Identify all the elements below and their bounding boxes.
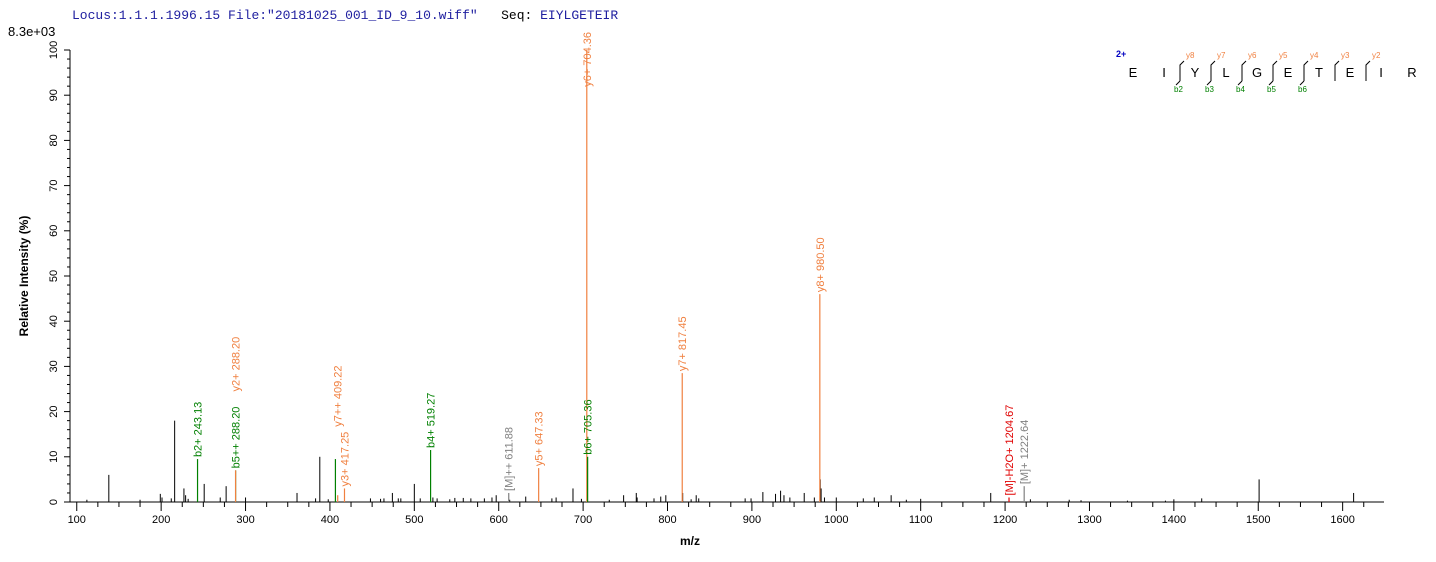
b-fragment-label: b6 xyxy=(1298,85,1307,94)
y-tick-label: 30 xyxy=(48,360,60,372)
fragment-marker xyxy=(1179,60,1185,81)
peak-label: y6+ 704.36 xyxy=(582,32,594,87)
residue: G xyxy=(1252,65,1262,80)
x-tick-label: 600 xyxy=(490,514,508,526)
x-tick-label: 100 xyxy=(68,514,86,526)
spectrum-header: Locus:1.1.1.1996.15 File:"20181025_001_I… xyxy=(72,8,618,23)
y-tick-label: 90 xyxy=(48,89,60,101)
peak-label: [M]-H2O+ 1204.67 xyxy=(1004,405,1016,496)
y-fragment-label: y8 xyxy=(1186,51,1195,60)
y-tick-label: 80 xyxy=(48,134,60,146)
charge-state: 2+ xyxy=(1116,49,1126,59)
peak-label: [M]++ 611.88 xyxy=(504,427,516,491)
seq-value: EIYLGETEIR xyxy=(540,8,619,23)
b-fragment-label: b4 xyxy=(1236,85,1245,94)
peak-label: y7++ 409.22 xyxy=(333,366,345,427)
x-tick-label: 1000 xyxy=(824,514,848,526)
y-tick-label: 0 xyxy=(48,499,60,505)
x-axis-label: m/z xyxy=(680,534,700,548)
residue: T xyxy=(1315,65,1323,80)
y-tick-label: 10 xyxy=(48,451,60,463)
residue: E xyxy=(1129,65,1138,80)
x-tick-label: 200 xyxy=(152,514,170,526)
intensity-scale: 8.3e+03 xyxy=(8,24,56,39)
y-fragment-label: y7 xyxy=(1217,51,1226,60)
seq-label: Seq: xyxy=(501,8,533,23)
y-tick-label: 100 xyxy=(48,41,60,59)
y-tick-label: 50 xyxy=(48,270,60,282)
fragment-marker xyxy=(1206,80,1212,86)
y-axis-label: Relative Intensity (%) xyxy=(17,216,31,337)
x-tick-label: 400 xyxy=(321,514,339,526)
residue: L xyxy=(1222,65,1229,80)
x-tick-label: 300 xyxy=(236,514,254,526)
b-fragment-label: b2 xyxy=(1174,85,1183,94)
residue: I xyxy=(1379,65,1383,80)
y-tick-label: 60 xyxy=(48,225,60,237)
x-tick-label: 700 xyxy=(574,514,592,526)
peak-label: b5++ 288.20 xyxy=(231,407,243,469)
peak-label: b6+ 705.36 xyxy=(583,399,595,454)
x-tick-label: 1400 xyxy=(1162,514,1186,526)
file-name: File:"20181025_001_ID_9_10.wiff" xyxy=(228,8,478,23)
fragment-marker xyxy=(1272,60,1278,81)
fragment-marker xyxy=(1299,80,1305,86)
residue: I xyxy=(1162,65,1166,80)
x-tick-label: 1100 xyxy=(909,514,933,526)
residue: E xyxy=(1346,65,1355,80)
peak-label: y2+ 288.20 xyxy=(231,337,243,392)
y-tick-label: 40 xyxy=(48,315,60,327)
fragment-marker xyxy=(1303,60,1309,81)
y-fragment-label: y3 xyxy=(1341,51,1350,60)
fragment-marker xyxy=(1268,80,1274,86)
x-tick-label: 1300 xyxy=(1077,514,1101,526)
b-fragment-label: b3 xyxy=(1205,85,1214,94)
y-fragment-label: y2 xyxy=(1372,51,1381,60)
fragment-marker xyxy=(1210,60,1216,81)
fragment-marker xyxy=(1334,60,1340,81)
fragment-marker xyxy=(1365,60,1371,81)
residue: E xyxy=(1284,65,1293,80)
x-tick-label: 1200 xyxy=(993,514,1017,526)
x-tick-label: 500 xyxy=(405,514,423,526)
x-tick-label: 1500 xyxy=(1246,514,1270,526)
peak-label: y3+ 417.25 xyxy=(339,432,351,487)
x-tick-label: 900 xyxy=(743,514,761,526)
x-tick-label: 800 xyxy=(658,514,676,526)
peak-label: y5+ 647.33 xyxy=(534,411,546,466)
x-tick-label: 1600 xyxy=(1330,514,1354,526)
y-fragment-label: y4 xyxy=(1310,51,1319,60)
peak-label: b4+ 519.27 xyxy=(426,393,438,448)
peak-label: b2+ 243.13 xyxy=(193,402,205,457)
residue: Y xyxy=(1191,65,1200,80)
peak-label: [M]+ 1222.64 xyxy=(1019,420,1031,485)
fragment-marker xyxy=(1175,80,1181,86)
b-fragment-label: b5 xyxy=(1267,85,1276,94)
y-fragment-label: y5 xyxy=(1279,51,1288,60)
locus: Locus:1.1.1.1996.15 xyxy=(72,8,221,23)
y-tick-label: 20 xyxy=(48,405,60,417)
fragment-marker xyxy=(1241,60,1247,81)
y-fragment-label: y6 xyxy=(1248,51,1257,60)
peak-label: y8+ 980.50 xyxy=(815,237,827,292)
fragment-marker xyxy=(1237,80,1243,86)
residue: R xyxy=(1407,65,1416,80)
peak-label: y7+ 817.45 xyxy=(677,316,689,371)
y-tick-label: 70 xyxy=(48,179,60,191)
